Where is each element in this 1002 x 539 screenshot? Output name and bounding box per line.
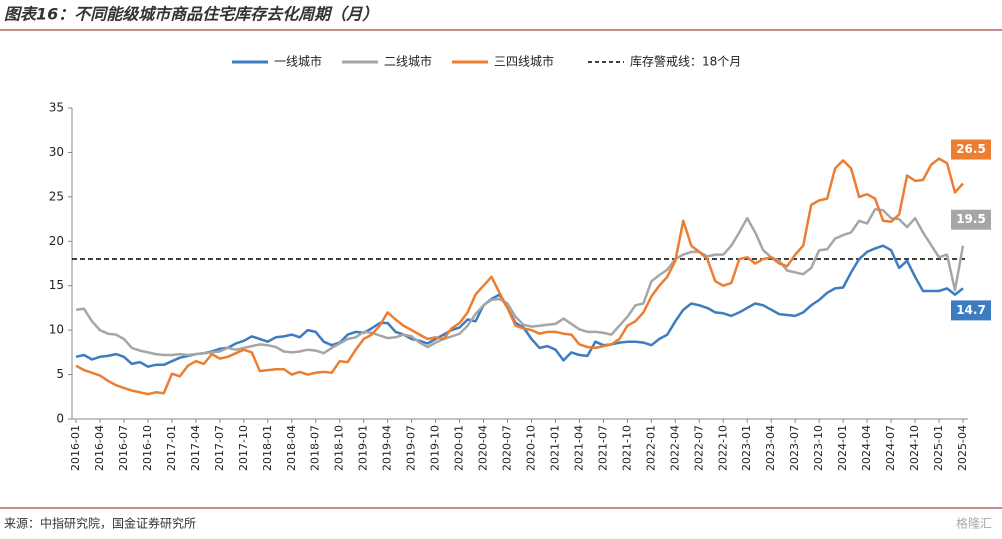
x-tick-label: 2017-07: [213, 425, 226, 471]
series-line: [75, 157, 964, 396]
legend-label: 二线城市: [384, 54, 432, 69]
y-tick-label: 5: [56, 367, 64, 381]
legend-label: 三四线城市: [494, 54, 554, 69]
x-tick-label: 2016-10: [141, 425, 154, 471]
end-label-box: [951, 300, 991, 321]
x-tick-label: 2020-01: [453, 425, 466, 471]
x-tick-label: 2023-07: [788, 425, 801, 471]
x-tick-label: 2019-10: [429, 425, 442, 471]
source: 来源：中指研究院，国金证券研究所: [4, 516, 196, 531]
x-tick-label: 2017-01: [165, 425, 178, 471]
x-tick-label: 2018-01: [261, 425, 274, 471]
x-tick-label: 2024-10: [908, 425, 921, 471]
x-tick-label: 2025-04: [956, 425, 969, 471]
end-label-box: [951, 139, 991, 160]
x-tick-label: 2022-10: [716, 425, 729, 471]
chart-title: 图表16：不同能级城市商品住宅库存去化周期（月）: [4, 5, 378, 24]
x-tick-label: 2024-04: [860, 425, 873, 471]
x-tick-label: 2021-07: [596, 425, 609, 471]
x-tick-label: 2018-10: [333, 425, 346, 471]
legend-label: 一线城市: [274, 54, 322, 69]
x-tick-label: 2018-07: [309, 425, 322, 471]
x-tick-label: 2021-01: [548, 425, 561, 471]
x-tick-label: 2023-10: [812, 425, 825, 471]
y-tick-label: 0: [56, 412, 64, 426]
end-label: 19.5: [956, 212, 986, 226]
x-tick-label: 2016-01: [69, 425, 82, 471]
x-tick-label: 2023-04: [764, 425, 777, 471]
y-tick-label: 15: [49, 278, 64, 292]
y-tick-label: 20: [49, 234, 64, 248]
x-tick-label: 2023-01: [740, 425, 753, 471]
x-tick-label: 2021-10: [620, 425, 633, 471]
x-tick-label: 2020-07: [501, 425, 514, 471]
end-label-box: [951, 209, 991, 230]
x-tick-label: 2016-04: [93, 425, 106, 471]
series-line: [75, 208, 965, 357]
x-tick-label: 2019-04: [381, 425, 394, 471]
watermark: 格隆汇: [956, 516, 992, 531]
y-tick-label: 35: [49, 101, 64, 115]
x-tick-label: 2018-04: [285, 425, 298, 471]
x-tick-label: 2021-04: [572, 425, 585, 471]
x-tick-label: 2019-01: [357, 425, 370, 471]
x-tick-label: 2022-04: [668, 425, 681, 471]
x-tick-label: 2022-01: [644, 425, 657, 471]
x-tick-label: 2019-07: [405, 425, 418, 471]
end-label: 14.7: [956, 303, 986, 317]
y-tick-label: 10: [49, 323, 64, 337]
x-tick-label: 2017-10: [237, 425, 250, 471]
x-tick-label: 2020-04: [477, 425, 490, 471]
y-tick-label: 30: [49, 145, 64, 159]
x-tick-label: 2024-07: [884, 425, 897, 471]
x-tick-label: 2016-07: [117, 425, 130, 471]
x-tick-label: 2017-04: [189, 425, 202, 471]
y-tick-label: 25: [49, 189, 64, 203]
series-line: [75, 244, 964, 368]
x-tick-label: 2024-01: [836, 425, 849, 471]
x-tick-label: 2020-10: [524, 425, 537, 471]
end-label: 26.5: [956, 142, 986, 156]
legend-label: 库存警戒线：18个月: [630, 54, 741, 69]
x-tick-label: 2025-01: [932, 425, 945, 471]
x-tick-label: 2022-07: [692, 425, 705, 471]
